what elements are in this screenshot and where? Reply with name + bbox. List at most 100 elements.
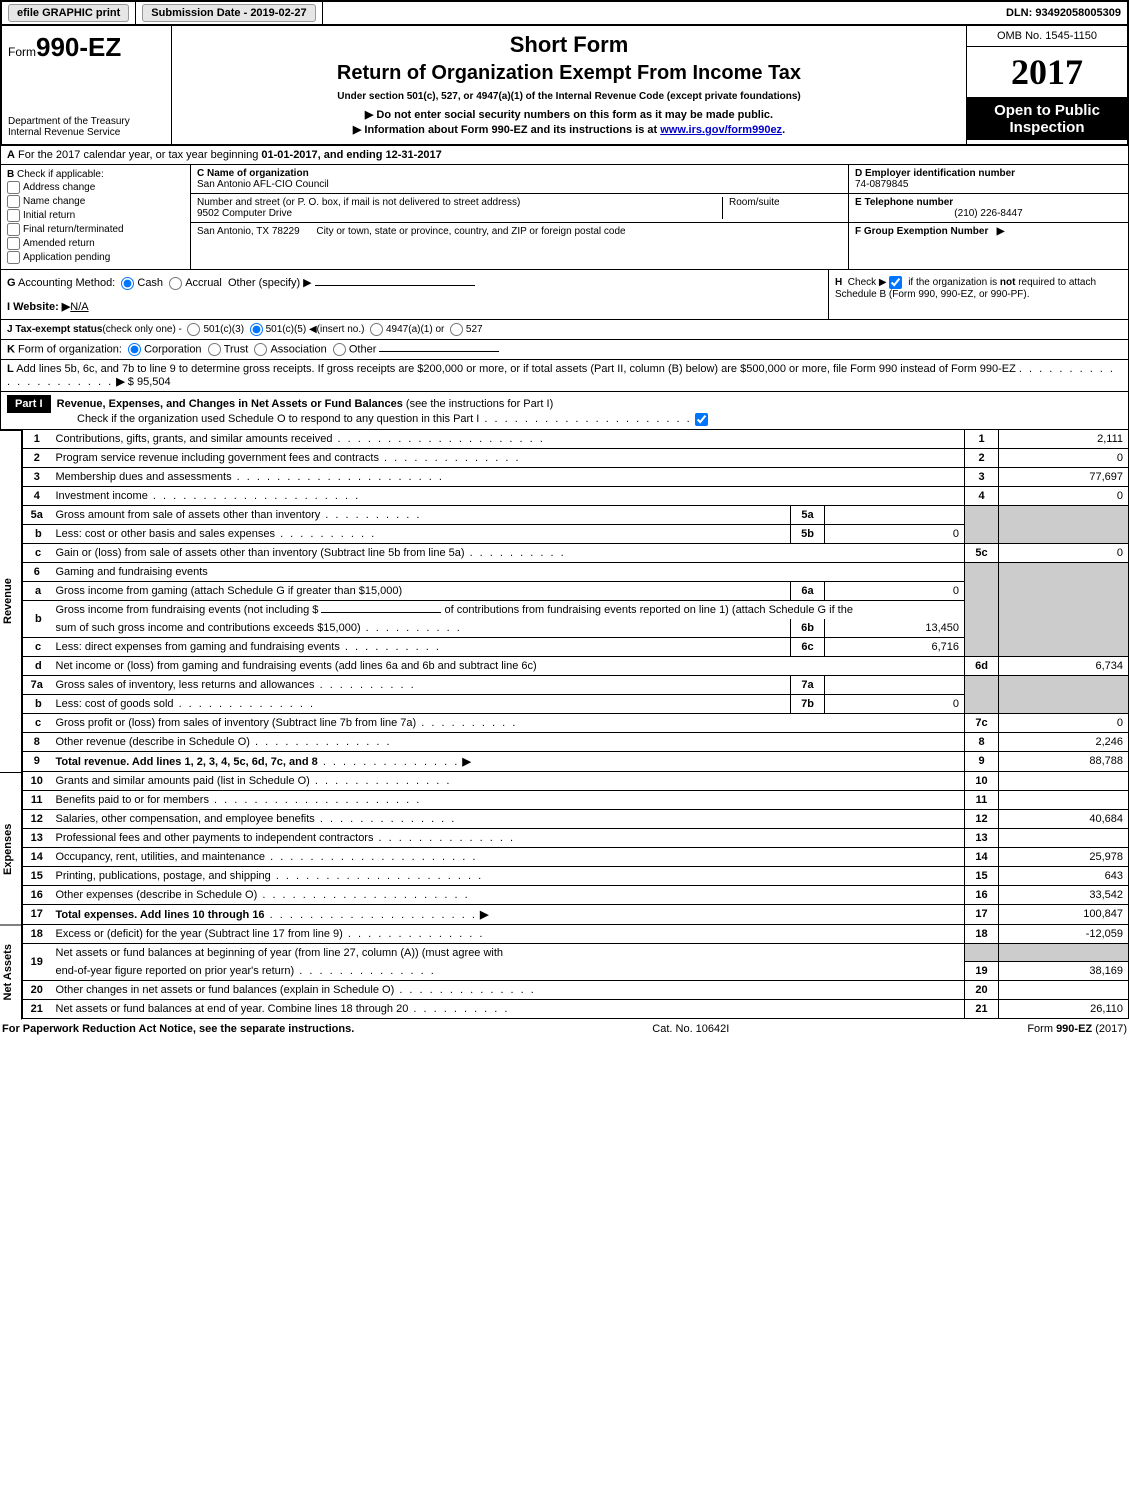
header-center: Short Form Return of Organization Exempt… bbox=[172, 26, 967, 144]
revenue-section: Revenue 1 Contributions, gifts, grants, … bbox=[0, 430, 1129, 772]
line-11: 11 Benefits paid to or for members 11 bbox=[23, 790, 1129, 809]
dln-label: DLN: 93492058005309 bbox=[1000, 2, 1127, 24]
line-8: 8 Other revenue (describe in Schedule O)… bbox=[23, 732, 1129, 751]
cb-application-pending[interactable]: Application pending bbox=[7, 251, 184, 264]
net-assets-side-label: Net Assets bbox=[0, 925, 22, 1020]
footer-form-num: 990-EZ bbox=[1056, 1023, 1092, 1035]
check-if-label: Check if applicable: bbox=[17, 169, 104, 180]
info-prefix: ▶ Information about Form 990-EZ and its … bbox=[353, 124, 660, 136]
phone-value: (210) 226-8447 bbox=[855, 208, 1122, 219]
part-i-hint: (see the instructions for Part I) bbox=[406, 398, 553, 410]
line-6b-1: b Gross income from fundraising events (… bbox=[23, 600, 1129, 619]
line-7c: c Gross profit or (loss) from sales of i… bbox=[23, 713, 1129, 732]
paperwork-notice: For Paperwork Reduction Act Notice, see … bbox=[2, 1023, 354, 1035]
exempt-title: Return of Organization Exempt From Incom… bbox=[182, 62, 956, 85]
cb-schedule-b-not-required[interactable] bbox=[889, 276, 902, 289]
room-label: Room/suite bbox=[729, 197, 780, 208]
line-19-1: 19 Net assets or fund balances at beginn… bbox=[23, 943, 1129, 962]
section-b: B Check if applicable: Address change Na… bbox=[1, 165, 191, 269]
cb-address-change[interactable]: Address change bbox=[7, 181, 184, 194]
radio-corporation[interactable] bbox=[128, 343, 141, 356]
line-7a: 7a Gross sales of inventory, less return… bbox=[23, 675, 1129, 694]
line-10: 10 Grants and similar amounts paid (list… bbox=[23, 772, 1129, 791]
line-14: 14 Occupancy, rent, utilities, and maint… bbox=[23, 847, 1129, 866]
cb-schedule-o-part-i[interactable] bbox=[695, 413, 708, 426]
line-17: 17 Total expenses. Add lines 10 through … bbox=[23, 904, 1129, 924]
tax-year: 2017 bbox=[967, 47, 1127, 98]
line-3: 3 Membership dues and assessments 3 77,6… bbox=[23, 467, 1129, 486]
radio-trust[interactable] bbox=[208, 343, 221, 356]
section-e-label: E Telephone number bbox=[855, 197, 953, 208]
radio-cash[interactable] bbox=[121, 277, 134, 290]
cb-initial-return[interactable]: Initial return bbox=[7, 209, 184, 222]
line-18: 18 Excess or (deficit) for the year (Sub… bbox=[23, 925, 1129, 944]
street-value: 9502 Computer Drive bbox=[197, 208, 292, 219]
dept-treasury: Department of the Treasury bbox=[8, 116, 165, 127]
radio-4947a1[interactable] bbox=[370, 323, 383, 336]
section-d-label: D Employer identification number bbox=[855, 168, 1015, 179]
section-l: L Add lines 5b, 6c, and 7b to line 9 to … bbox=[0, 360, 1129, 392]
radio-527[interactable] bbox=[450, 323, 463, 336]
org-name: San Antonio AFL-CIO Council bbox=[197, 179, 329, 190]
line-9: 9 Total revenue. Add lines 1, 2, 3, 4, 5… bbox=[23, 751, 1129, 771]
line-16: 16 Other expenses (describe in Schedule … bbox=[23, 885, 1129, 904]
form-prefix: Form bbox=[8, 45, 36, 59]
expenses-side-label: Expenses bbox=[0, 772, 22, 925]
cb-name-change[interactable]: Name change bbox=[7, 195, 184, 208]
radio-501c3[interactable] bbox=[187, 323, 200, 336]
footer-form-label: Form bbox=[1027, 1023, 1053, 1035]
form-number: Form990-EZ bbox=[8, 32, 121, 62]
section-i: I Website: ▶N/A bbox=[7, 300, 822, 313]
radio-association[interactable] bbox=[254, 343, 267, 356]
part-i-badge: Part I bbox=[7, 395, 51, 413]
section-f-label: F Group Exemption Number bbox=[855, 226, 988, 237]
section-a-label: A bbox=[7, 149, 15, 161]
cb-final-return[interactable]: Final return/terminated bbox=[7, 223, 184, 236]
part-i-title: Revenue, Expenses, and Changes in Net As… bbox=[57, 398, 403, 410]
line-1: 1 Contributions, gifts, grants, and simi… bbox=[23, 430, 1129, 449]
line-15: 15 Printing, publications, postage, and … bbox=[23, 866, 1129, 885]
irs-link[interactable]: www.irs.gov/form990ez bbox=[660, 124, 782, 136]
expenses-section: Expenses 10 Grants and similar amounts p… bbox=[0, 772, 1129, 925]
line-6c: c Less: direct expenses from gaming and … bbox=[23, 637, 1129, 656]
entity-block: B Check if applicable: Address change Na… bbox=[0, 165, 1129, 270]
line-6b-2: sum of such gross income and contributio… bbox=[23, 619, 1129, 638]
section-h: H Check ▶ if the organization is not req… bbox=[828, 270, 1128, 319]
sections-ghi: G Accounting Method: Cash Accrual Other … bbox=[0, 270, 1129, 320]
website-value: N/A bbox=[70, 301, 88, 313]
radio-501c[interactable] bbox=[250, 323, 263, 336]
ein-value: 74-0879845 bbox=[855, 179, 908, 190]
section-k: K Form of organization: Corporation Trus… bbox=[0, 340, 1129, 360]
line-5b: b Less: cost or other basis and sales ex… bbox=[23, 524, 1129, 543]
sections-def: D Employer identification number 74-0879… bbox=[848, 165, 1128, 269]
omb-number: OMB No. 1545-1150 bbox=[967, 26, 1127, 47]
efile-print-button[interactable]: efile GRAPHIC print bbox=[8, 4, 129, 22]
begin-date: 01-01-2017 bbox=[261, 149, 317, 161]
line-12: 12 Salaries, other compensation, and emp… bbox=[23, 809, 1129, 828]
top-bar: efile GRAPHIC print Submission Date - 20… bbox=[0, 0, 1129, 24]
submission-date-button[interactable]: Submission Date - 2019-02-27 bbox=[142, 4, 315, 22]
cb-amended-return[interactable]: Amended return bbox=[7, 237, 184, 250]
section-b-label: B bbox=[7, 169, 14, 180]
line-13: 13 Professional fees and other payments … bbox=[23, 828, 1129, 847]
gross-receipts-amount: $ 95,504 bbox=[128, 376, 171, 388]
header-left: Form990-EZ Department of the Treasury In… bbox=[2, 26, 172, 144]
radio-other[interactable] bbox=[333, 343, 346, 356]
part-i-check-line: Check if the organization used Schedule … bbox=[77, 413, 479, 425]
section-a-prefix: For the 2017 calendar year, or tax year … bbox=[18, 149, 261, 161]
line-20: 20 Other changes in net assets or fund b… bbox=[23, 981, 1129, 1000]
city-label: City or town, state or province, country… bbox=[316, 226, 625, 237]
line-7b: b Less: cost of goods sold 7b 0 bbox=[23, 694, 1129, 713]
footer-form-year: (2017) bbox=[1095, 1023, 1127, 1035]
net-assets-section: Net Assets 18 Excess or (deficit) for th… bbox=[0, 925, 1129, 1020]
radio-accrual[interactable] bbox=[169, 277, 182, 290]
info-line: ▶ Information about Form 990-EZ and its … bbox=[182, 123, 956, 136]
form-header: Form990-EZ Department of the Treasury In… bbox=[0, 24, 1129, 146]
open-public-badge: Open to Public Inspection bbox=[967, 98, 1127, 140]
info-suffix: . bbox=[782, 124, 785, 136]
header-right: OMB No. 1545-1150 2017 Open to Public In… bbox=[967, 26, 1127, 144]
city-value: San Antonio, TX 78229 bbox=[197, 226, 300, 237]
street-label: Number and street (or P. O. box, if mail… bbox=[197, 197, 520, 208]
section-c-label: C Name of organization bbox=[197, 168, 309, 179]
revenue-side-label: Revenue bbox=[0, 430, 22, 772]
